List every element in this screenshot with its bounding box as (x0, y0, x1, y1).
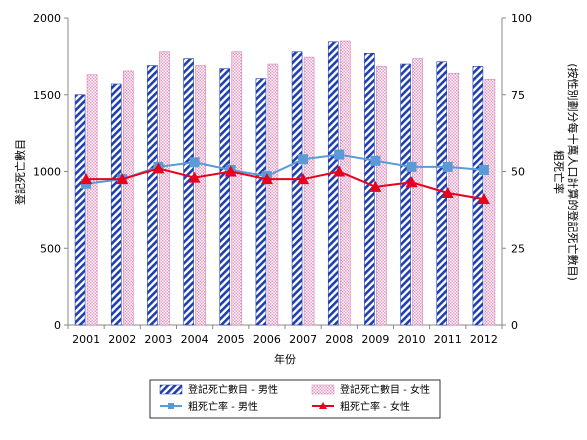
left-y-tick-label: 2000 (33, 12, 61, 25)
point-female-rate (405, 176, 418, 188)
bar-female (448, 72, 460, 326)
point-female-rate (224, 165, 237, 177)
x-tick-label: 2011 (434, 333, 462, 346)
lines (80, 149, 490, 205)
point-male-rate (189, 157, 200, 168)
point-female-rate (152, 162, 165, 174)
point-female-rate (369, 180, 382, 192)
right-y-tick-label: 50 (511, 166, 525, 179)
left-y-tick-label: 500 (40, 242, 61, 255)
x-tick-label: 2006 (253, 333, 281, 346)
point-female-rate (188, 171, 201, 183)
point-female-rate (116, 173, 129, 185)
x-tick-label: 2004 (181, 333, 209, 346)
left-y-axis-title: 登記死亡數目 (13, 139, 27, 205)
bar-male (472, 66, 484, 326)
x-tick-label: 2009 (361, 333, 389, 346)
x-tick-label: 2008 (325, 333, 353, 346)
point-female-rate (260, 173, 273, 185)
legend-box (149, 379, 441, 419)
bar-female (303, 56, 315, 326)
x-tick-label: 2003 (144, 333, 172, 346)
x-axis-title: 年份 (274, 352, 296, 366)
x-tick-label: 2012 (470, 333, 498, 346)
right-y-tick-label: 0 (511, 319, 518, 332)
bar-female (159, 51, 170, 326)
legend-marker-female-line (319, 402, 327, 409)
bar-male (255, 78, 267, 326)
point-male-rate (370, 155, 381, 166)
right-y-tick-label: 100 (511, 12, 532, 25)
bar-female (231, 51, 243, 326)
x-ticks: 2001 2002 2003 2004 2005 2006 2007 2008 2009 2010… (67, 325, 503, 346)
legend-swatch-male-bar (159, 384, 183, 395)
bar-male (74, 94, 86, 326)
bar-female (122, 70, 134, 326)
legend-marker-male-line (168, 403, 174, 409)
bar-male (147, 65, 158, 326)
point-female-rate (333, 165, 346, 177)
left-y-tick-label: 1500 (33, 89, 61, 102)
point-male-rate (406, 161, 417, 172)
bar-male (400, 63, 411, 326)
legend: 登記死亡數目 - 男性 登記死亡數目 - 女性 粗死亡率 - 男性 粗死亡率 -… (149, 379, 441, 419)
bar-male (327, 41, 339, 326)
bar-female (376, 66, 387, 326)
right-y-tick-label: 75 (511, 89, 525, 102)
bar-female (86, 74, 98, 326)
bar-male (291, 51, 303, 326)
point-female-rate (477, 193, 490, 205)
bar-male (183, 58, 194, 326)
left-y-ticks: 0 500 1000 1500 2000 (33, 12, 68, 332)
bar-female (339, 40, 351, 326)
point-male-rate (442, 161, 453, 172)
legend-label-female-bar: 登記死亡數目 - 女性 (340, 383, 430, 396)
x-tick-label: 2001 (72, 333, 100, 346)
x-tick-label: 2010 (398, 333, 426, 346)
point-male-rate (298, 154, 309, 165)
legend-label-male-bar: 登記死亡數目 - 男性 (188, 383, 278, 396)
x-tick-label: 2002 (108, 333, 136, 346)
x-tick-label: 2007 (289, 333, 317, 346)
right-y-axis-subtitle: (按性別劃分每十萬人口計算的登記死亡數目) (566, 63, 580, 281)
bar-male (219, 68, 231, 326)
x-tick-label: 2005 (217, 333, 245, 346)
point-female-rate (80, 173, 93, 185)
line-male-rate (85, 153, 485, 185)
left-y-tick-label: 0 (54, 319, 61, 332)
left-y-tick-label: 1000 (33, 166, 61, 179)
legend-label-female-line: 粗死亡率 - 女性 (340, 400, 410, 413)
bar-female (267, 63, 279, 326)
line-female-rate (86, 167, 485, 201)
point-male-rate (334, 149, 345, 160)
right-y-ticks: 0 25 50 75 100 (502, 12, 532, 332)
point-female-rate (297, 173, 310, 185)
right-y-axis-title: 粗死亡率 (552, 150, 566, 194)
bar-male (110, 83, 122, 326)
bars (74, 40, 496, 326)
right-y-tick-label: 25 (511, 242, 525, 255)
bar-female (195, 65, 206, 326)
legend-swatch-female-bar (311, 384, 335, 395)
point-male-rate (478, 164, 489, 175)
bar-female (412, 58, 423, 326)
legend-label-male-line: 粗死亡率 - 男性 (188, 400, 258, 413)
point-female-rate (441, 186, 454, 198)
